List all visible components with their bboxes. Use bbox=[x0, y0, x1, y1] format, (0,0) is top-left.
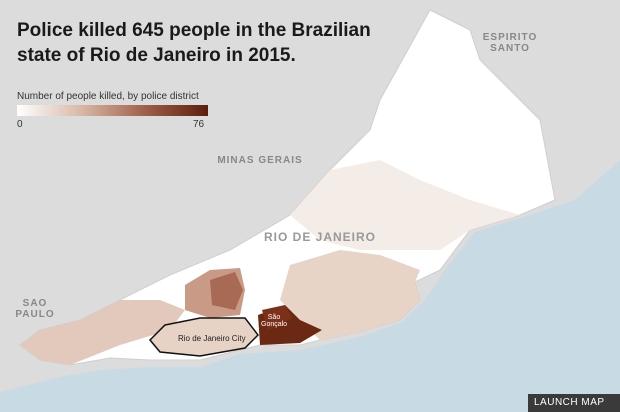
district bbox=[290, 160, 520, 250]
state bbox=[19, 9, 556, 366]
legend-label: Number of people killed, by police distr… bbox=[17, 91, 199, 102]
region-label: SAO PAULO bbox=[15, 298, 55, 320]
district bbox=[280, 250, 420, 340]
region-label: MINAS GERAIS bbox=[217, 155, 303, 166]
ocean bbox=[0, 160, 620, 412]
title: Police killed 645 people in the Brazilia… bbox=[17, 20, 371, 66]
city-label: São Gonçalo bbox=[261, 314, 288, 328]
region-label: ESPIRITO SANTO bbox=[482, 32, 538, 54]
district bbox=[210, 272, 243, 310]
district bbox=[262, 305, 292, 330]
legend-max: 76 bbox=[193, 119, 205, 130]
legend-min: 0 bbox=[17, 119, 23, 130]
region-label: RIO DE JANEIRO bbox=[263, 230, 376, 244]
city-outline bbox=[148, 317, 259, 357]
district bbox=[150, 318, 258, 356]
launch-map-button[interactable]: LAUNCH MAP bbox=[528, 394, 620, 412]
legend-gradient bbox=[17, 105, 208, 116]
city-label: Rio de Janeiro City bbox=[178, 334, 246, 343]
district bbox=[20, 300, 185, 365]
